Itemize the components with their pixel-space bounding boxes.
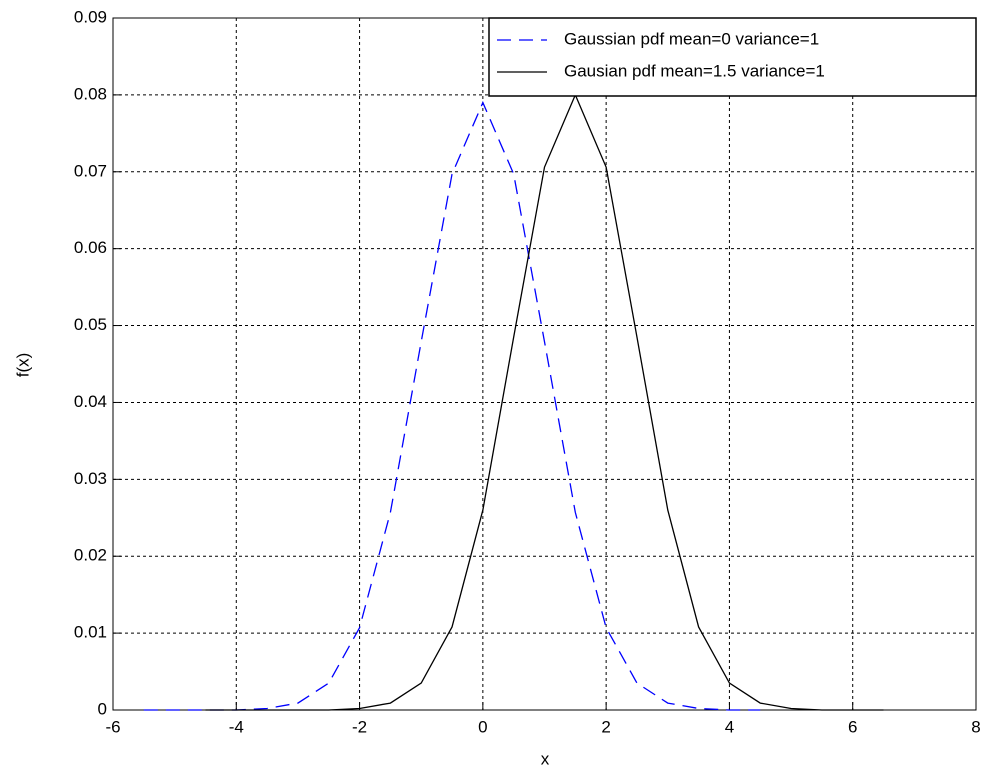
y-tick-label: 0.03	[74, 469, 107, 488]
x-axis-label: x	[541, 749, 550, 768]
legend-label: Gausian pdf mean=1.5 variance=1	[564, 61, 825, 80]
x-tick-label: -6	[105, 717, 120, 736]
x-tick-label: 0	[478, 717, 487, 736]
y-tick-label: 0.09	[74, 7, 107, 26]
x-tick-label: 2	[601, 717, 610, 736]
plot-area	[113, 18, 976, 710]
y-tick-label: 0.07	[74, 161, 107, 180]
y-tick-label: 0.08	[74, 84, 107, 103]
legend-label: Gaussian pdf mean=0 variance=1	[564, 29, 819, 48]
series-line	[143, 100, 761, 711]
y-tick-label: 0.05	[74, 315, 107, 334]
y-tick-label: 0.02	[74, 546, 107, 565]
x-tick-label: -4	[229, 717, 244, 736]
y-axis-label: f(x)	[13, 353, 32, 378]
series-line	[205, 93, 884, 711]
y-tick-label: 0.01	[74, 623, 107, 642]
y-tick-label: 0.06	[74, 238, 107, 257]
x-tick-label: 4	[725, 717, 734, 736]
legend-box	[488, 17, 977, 97]
y-tick-label: 0.04	[74, 392, 107, 411]
x-tick-label: 6	[848, 717, 857, 736]
x-tick-label: -2	[352, 717, 367, 736]
y-tick-label: 0	[98, 699, 107, 718]
x-tick-label: 8	[971, 717, 980, 736]
